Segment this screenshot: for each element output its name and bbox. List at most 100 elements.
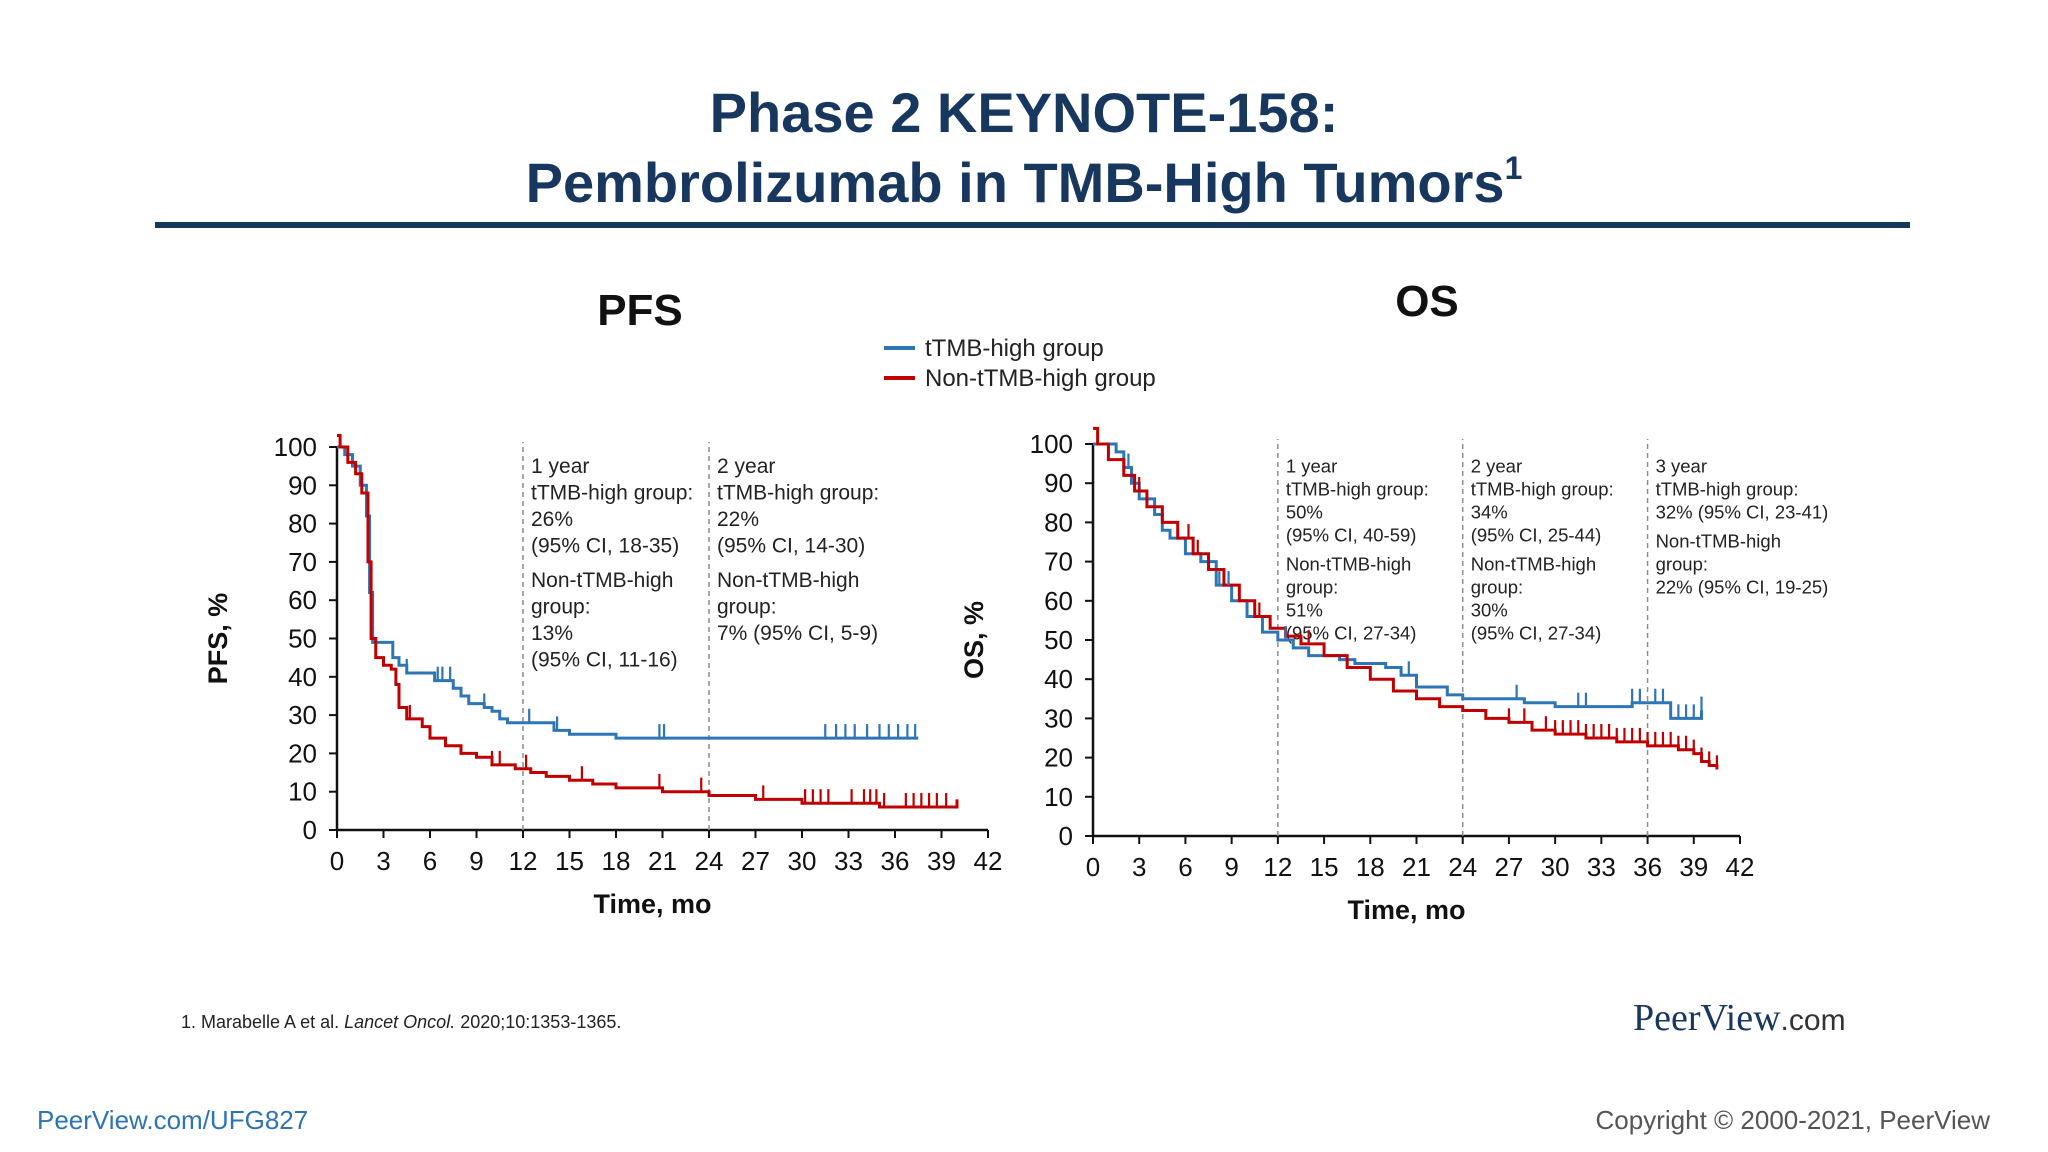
footnote: 1. Marabelle A et al. Lancet Oncol. 2020… <box>181 1012 621 1033</box>
y-tick-label: 30 <box>1044 703 1073 733</box>
x-tick-label: 21 <box>648 846 677 876</box>
x-tick-label: 3 <box>1132 852 1146 882</box>
legend-label-1: tTMB-high group <box>925 335 1104 362</box>
landmark-note-line: 50% <box>1286 502 1323 523</box>
legend: tTMB-high group Non-tTMB-high group <box>884 335 1156 392</box>
landmark-note-line: 34% <box>1471 502 1508 523</box>
brand-logo: PeerView.com <box>1633 996 1846 1040</box>
x-axis-label: Time, mo <box>593 889 711 919</box>
y-tick-label: 60 <box>288 585 317 615</box>
y-tick-label: 40 <box>288 662 317 692</box>
title-line-1: Phase 2 KEYNOTE-158: <box>709 81 1339 144</box>
y-tick-label: 50 <box>288 624 317 654</box>
landmark-note-line: tTMB-high group: <box>717 482 879 505</box>
y-tick-label: 0 <box>303 815 317 845</box>
landmark-note-line: tTMB-high group: <box>531 482 693 505</box>
title-divider <box>155 222 1910 228</box>
x-tick-label: 36 <box>881 846 910 876</box>
x-tick-label: 39 <box>927 846 956 876</box>
landmark-note-line: tTMB-high group: <box>1471 479 1614 500</box>
x-tick-label: 9 <box>1224 852 1238 882</box>
y-tick-label: 100 <box>1030 429 1073 459</box>
x-tick-label: 21 <box>1402 852 1431 882</box>
title-line-2-text: Pembrolizumab in TMB-High Tumors <box>525 151 1505 214</box>
x-tick-label: 39 <box>1679 852 1708 882</box>
landmark-note-line: group: <box>717 596 777 619</box>
x-tick-label: 27 <box>741 846 770 876</box>
x-tick-label: 12 <box>1263 852 1292 882</box>
chart-title: OS <box>1395 277 1459 326</box>
landmark-note-line: Non-tTMB-high <box>1286 554 1411 575</box>
y-tick-label: 90 <box>1044 468 1073 498</box>
y-tick-label: 20 <box>288 738 317 768</box>
landmark-note-line: 1 year <box>531 455 589 478</box>
x-tick-label: 12 <box>509 846 538 876</box>
x-tick-label: 42 <box>974 846 1003 876</box>
chart-title: PFS <box>597 286 683 335</box>
copyright: Copyright © 2000-2021, PeerView <box>1595 1105 1990 1135</box>
y-tick-label: 90 <box>288 470 317 500</box>
x-tick-label: 33 <box>1587 852 1616 882</box>
landmark-note-line: (95% CI, 27-34) <box>1471 623 1602 644</box>
landmark-note-line: (95% CI, 18-35) <box>531 535 679 558</box>
slide-title: Phase 2 KEYNOTE-158: Pembrolizumab in TM… <box>0 78 2048 218</box>
title-superscript: 1 <box>1504 150 1523 186</box>
footnote-prefix: 1. Marabelle A et al. <box>181 1012 340 1032</box>
x-tick-label: 33 <box>834 846 863 876</box>
x-tick-label: 36 <box>1633 852 1662 882</box>
landmark-note-line: (95% CI, 40-59) <box>1286 525 1417 546</box>
landmark-note-line: 3 year <box>1656 456 1707 477</box>
y-tick-label: 40 <box>1044 664 1073 694</box>
landmark-note-line: 2 year <box>1471 456 1522 477</box>
title-line-2: Pembrolizumab in TMB-High Tumors1 <box>0 148 2048 218</box>
y-tick-label: 30 <box>288 700 317 730</box>
x-tick-label: 42 <box>1726 852 1755 882</box>
slide-url-link[interactable]: PeerView.com/UFG827 <box>37 1105 309 1135</box>
landmark-note-line: 2 year <box>717 455 775 478</box>
x-axis-label: Time, mo <box>1347 895 1465 925</box>
x-tick-label: 24 <box>695 846 724 876</box>
x-tick-label: 18 <box>1356 852 1385 882</box>
landmark-note-line: 22% (95% CI, 19-25) <box>1656 577 1829 598</box>
landmark-note-line: 1 year <box>1286 456 1337 477</box>
y-axis-label: OS, % <box>959 601 989 679</box>
landmark-note-line: 26% <box>531 508 573 531</box>
x-tick-label: 0 <box>1086 852 1100 882</box>
landmark-note-line: group: <box>1286 577 1338 598</box>
x-tick-label: 6 <box>423 846 437 876</box>
x-tick-label: 9 <box>469 846 483 876</box>
y-tick-label: 80 <box>288 509 317 539</box>
brand-name: PeerView <box>1633 997 1781 1039</box>
y-tick-label: 70 <box>288 547 317 577</box>
x-tick-label: 15 <box>1310 852 1339 882</box>
x-tick-label: 30 <box>788 846 817 876</box>
y-tick-label: 10 <box>288 777 317 807</box>
footnote-journal: Lancet Oncol. <box>344 1012 456 1032</box>
landmark-note-line: Non-tTMB-high <box>1471 554 1596 575</box>
landmark-note-line: group: <box>1656 554 1708 575</box>
landmark-note-line: 30% <box>1471 600 1508 621</box>
x-tick-label: 15 <box>555 846 584 876</box>
brand-suffix: .com <box>1780 1004 1846 1037</box>
landmark-note-line: 7% (95% CI, 5-9) <box>717 622 878 645</box>
series-line-ttmb-high <box>337 445 919 740</box>
y-tick-label: 100 <box>274 432 317 462</box>
landmark-note-line: 22% <box>717 508 759 531</box>
x-tick-label: 24 <box>1448 852 1477 882</box>
landmark-note-line: 51% <box>1286 600 1323 621</box>
landmark-note-line: 32% (95% CI, 23-41) <box>1656 502 1829 523</box>
x-tick-label: 3 <box>376 846 390 876</box>
y-tick-label: 70 <box>1044 547 1073 577</box>
landmark-note-line: Non-tTMB-high <box>1656 531 1781 552</box>
landmark-note-line: (95% CI, 11-16) <box>531 649 678 672</box>
x-tick-label: 6 <box>1178 852 1192 882</box>
landmark-note-line: group: <box>1471 577 1523 598</box>
legend-label-2: Non-tTMB-high group <box>925 365 1156 392</box>
series-line-ttmb-high <box>1093 442 1703 720</box>
y-tick-label: 50 <box>1044 625 1073 655</box>
landmark-note-line: group: <box>531 596 591 619</box>
series-line-non-ttmb-high <box>1093 426 1719 770</box>
y-tick-label: 0 <box>1059 821 1073 851</box>
